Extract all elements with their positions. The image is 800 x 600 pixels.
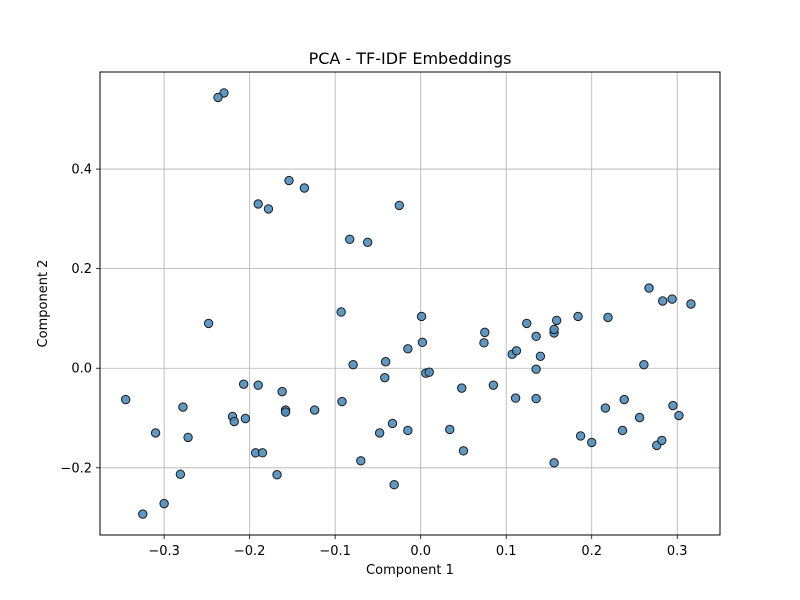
scatter-point (686, 299, 696, 309)
y-tick-label: −0.2 (60, 461, 92, 476)
scatter-point (348, 360, 358, 370)
scatter-point (309, 405, 320, 415)
scatter-point (549, 458, 559, 468)
x-tick-label: −0.1 (319, 544, 351, 559)
scatter-point (213, 92, 223, 103)
scatter-point (658, 296, 668, 306)
scatter-point (551, 315, 562, 326)
scatter-point (337, 396, 347, 407)
scatter-point (229, 416, 239, 427)
x-tick-label: −0.2 (234, 544, 266, 559)
scatter-point (178, 402, 188, 412)
scatter-point (263, 204, 274, 214)
scatter-point (284, 175, 294, 186)
scatter-point (480, 327, 490, 338)
scatter-point (374, 428, 385, 438)
scatter-point (457, 383, 467, 393)
scatter-point (356, 456, 366, 466)
scatter-point (549, 324, 559, 335)
gridlines (100, 72, 720, 535)
y-tick-label: 0.0 (71, 362, 92, 377)
scatter-point (535, 351, 546, 361)
y-axis-label: Component 2 (36, 260, 51, 348)
scatter-point (458, 446, 469, 456)
scatter-point (253, 380, 263, 390)
scatter-point (272, 470, 282, 480)
scatter-point (668, 400, 678, 411)
x-tick-label: 0.2 (581, 544, 602, 559)
scatter-point (150, 428, 161, 438)
chart-title: PCA - TF-IDF Embeddings (309, 49, 512, 68)
scatter-point (416, 311, 427, 322)
y-axis-ticks: −0.2 0.0 0.2 0.4 (60, 163, 100, 476)
scatter-point (510, 393, 521, 403)
scatter-point (634, 412, 645, 423)
scatter-point (424, 367, 434, 377)
scatter-point (617, 425, 628, 436)
scatter-point (280, 407, 291, 417)
scatter-point (380, 357, 391, 367)
scatter-point (138, 509, 148, 519)
scatter-point (667, 294, 677, 304)
x-tick-label: 0.0 (410, 544, 431, 559)
scatter-point (531, 364, 541, 374)
scatter-point (575, 431, 586, 441)
x-axis-label: Component 1 (366, 563, 454, 578)
scatter-point (183, 432, 193, 443)
scatter-point (175, 469, 186, 479)
scatter-point (253, 199, 263, 209)
scatter-point (277, 386, 287, 397)
scatter-point (203, 318, 214, 329)
scatter-point (531, 331, 541, 342)
scatter-point (362, 237, 373, 247)
scatter-point (479, 338, 489, 348)
scatter-point (238, 379, 249, 389)
x-axis-ticks: −0.3 −0.2 −0.1 0.0 0.1 0.2 0.3 (148, 535, 688, 559)
scatter-point (394, 200, 405, 211)
scatter-point (522, 318, 532, 329)
scatter-point (240, 413, 251, 424)
scatter-point (389, 480, 399, 490)
scatter-point (380, 372, 390, 383)
scatter-point (403, 344, 413, 354)
scatter-point (619, 394, 629, 405)
scatter-point (488, 380, 499, 390)
scatter-point (511, 346, 522, 356)
scatter-point (445, 424, 455, 435)
y-tick-label: 0.2 (71, 262, 92, 277)
scatter-point (639, 360, 649, 370)
x-tick-label: 0.1 (496, 544, 517, 559)
scatter-points (120, 88, 696, 519)
scatter-point (417, 337, 428, 348)
scatter-point (657, 435, 667, 446)
scatter-point (387, 418, 398, 429)
scatter-point (644, 283, 654, 293)
scatter-point (587, 437, 597, 448)
scatter-point (674, 410, 684, 421)
scatter-point (403, 425, 413, 436)
y-tick-label: 0.4 (71, 163, 92, 178)
scatter-point (336, 307, 346, 317)
scatter-point (345, 234, 355, 244)
scatter-point (600, 403, 611, 413)
plot-frame (99, 71, 721, 536)
scatter-point (603, 312, 613, 323)
x-tick-label: −0.3 (148, 544, 180, 559)
scatter-point (120, 394, 131, 405)
scatter-point (159, 498, 169, 509)
scatter-point (299, 183, 310, 193)
scatter-point (531, 393, 541, 404)
scatter-point (573, 311, 583, 322)
scatter-point (257, 448, 268, 458)
x-tick-label: 0.3 (667, 544, 688, 559)
